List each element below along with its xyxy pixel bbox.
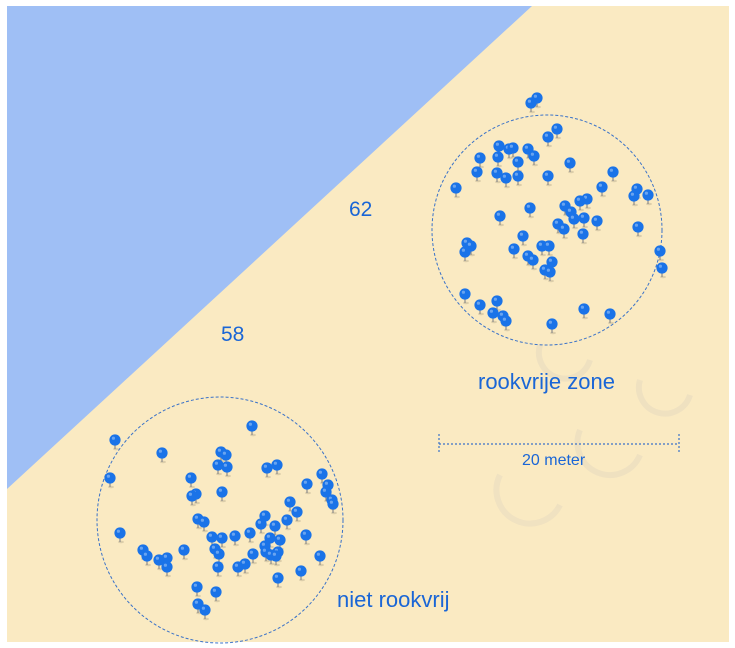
- map-pin-icon: [185, 472, 197, 489]
- map-pin-icon: [524, 202, 536, 219]
- map-pin-icon: [551, 123, 563, 140]
- map-pin-icon: [291, 506, 303, 523]
- map-pin-icon: [578, 303, 590, 320]
- map-pin-icon: [604, 308, 616, 325]
- map-pin-icon: [221, 461, 233, 478]
- map-pin-icon: [459, 288, 471, 305]
- map-pin-icon: [161, 561, 173, 578]
- map-pin-icon: [191, 581, 203, 598]
- non-smoke-free-zone-circle: [96, 396, 344, 644]
- map-pin-icon: [216, 486, 228, 503]
- map-pin-icon: [492, 151, 504, 168]
- map-pin-icon: [577, 228, 589, 245]
- map-pin-icon: [517, 230, 529, 247]
- map-pin-icon: [109, 434, 121, 451]
- map-pin-icon: [491, 295, 503, 312]
- smoke-free-zone-circle: [431, 114, 663, 346]
- map-pin-icon: [527, 254, 539, 271]
- map-pin-icon: [508, 243, 520, 260]
- map-pin-icon: [295, 565, 307, 582]
- scale-label: 20 meter: [522, 452, 586, 469]
- map-pin-icon: [507, 142, 519, 159]
- map-pin-icon: [198, 516, 210, 533]
- map-pin-icon: [314, 550, 326, 567]
- map-pin-icon: [474, 299, 486, 316]
- map-pin-icon: [255, 518, 267, 535]
- map-pin-icon: [261, 462, 273, 479]
- pins-non-smoke-free-zone: [104, 420, 339, 621]
- map-pin-icon: [564, 157, 576, 174]
- map-pin-icon: [327, 498, 339, 515]
- map-pin-icon: [270, 550, 282, 567]
- map-pin-icon: [578, 212, 590, 229]
- count-non-smoke-free-zone: 58: [221, 323, 245, 346]
- scale-bar: [438, 434, 680, 454]
- map-pin-icon: [528, 150, 540, 167]
- map-pin-icon: [654, 245, 666, 262]
- label-non-smoke-free-zone: niet rookvrij: [337, 587, 450, 612]
- map-pin-icon: [558, 223, 570, 240]
- map-pin-icon: [212, 459, 224, 476]
- map-pin-icon: [607, 166, 619, 183]
- map-pin-icon: [543, 240, 555, 257]
- sea-area: [7, 6, 532, 489]
- map-pin-icon: [186, 490, 198, 507]
- map-pin-icon: [212, 561, 224, 578]
- map-pin-icon: [246, 420, 258, 437]
- map-pin-icon: [210, 586, 222, 603]
- map-pin-icon: [114, 527, 126, 544]
- map-pin-icon: [591, 215, 603, 232]
- map-pin-icon: [642, 189, 654, 206]
- map-pin-icon: [500, 315, 512, 332]
- map-pin-icon: [525, 97, 537, 114]
- map-pin-icon: [216, 532, 228, 549]
- map-pin-icon: [574, 195, 586, 212]
- map-pin-icon: [542, 131, 554, 148]
- map-pin-icon: [546, 318, 558, 335]
- map-pin-icon: [512, 156, 524, 173]
- map-pin-icon: [229, 530, 241, 547]
- sand-shadows: [493, 344, 693, 527]
- map-pin-icon: [512, 170, 524, 187]
- map-pin-icon: [544, 266, 556, 283]
- map-pin-icon: [104, 472, 116, 489]
- map-pin-icon: [487, 307, 499, 324]
- map-pin-icon: [141, 550, 153, 567]
- map-pin-icon: [459, 246, 471, 263]
- map-pin-icon: [491, 167, 503, 184]
- map-pin-icon: [272, 572, 284, 589]
- map-pin-icon: [494, 210, 506, 227]
- map-pin-icon: [247, 548, 259, 565]
- map-pin-icon: [178, 544, 190, 561]
- pins-smoke-free-zone: [450, 92, 668, 335]
- map-pin-icon: [500, 172, 512, 189]
- map-pin-icon: [471, 166, 483, 183]
- label-smoke-free-zone: rookvrije zone: [478, 369, 615, 394]
- map-pin-icon: [271, 459, 283, 476]
- map-pin-icon: [239, 558, 251, 575]
- map-pin-icon: [300, 529, 312, 546]
- map-pin-icon: [628, 190, 640, 207]
- map-pin-icon: [596, 181, 608, 198]
- count-smoke-free-zone: 62: [349, 198, 373, 221]
- map-pin-icon: [281, 514, 293, 531]
- map-pin-icon: [542, 170, 554, 187]
- map-pin-icon: [450, 182, 462, 199]
- map-pin-icon: [632, 221, 644, 238]
- map-pin-icon: [156, 447, 168, 464]
- map-pin-icon: [244, 527, 256, 544]
- map-pin-icon: [568, 213, 580, 230]
- map-pin-icon: [656, 262, 668, 279]
- map-pin-icon: [199, 604, 211, 621]
- map-pin-icon: [301, 478, 313, 495]
- map-pin-icon: [269, 520, 281, 537]
